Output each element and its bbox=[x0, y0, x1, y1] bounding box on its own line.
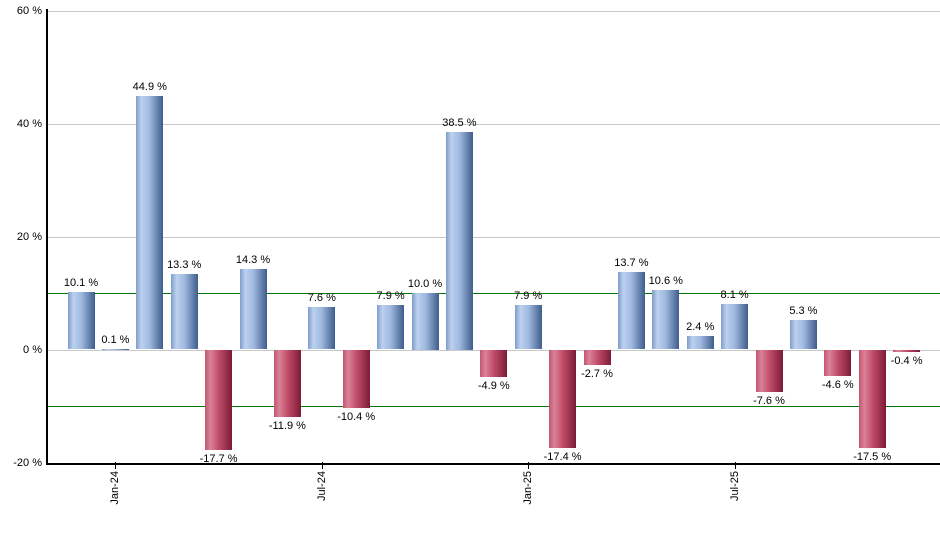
bar-value-label: -17.7 % bbox=[199, 452, 238, 465]
bar-value-label: 13.7 % bbox=[614, 257, 649, 270]
x-axis-tick-label: Jan-25 bbox=[522, 471, 534, 505]
y-axis-tick-label: -20 % bbox=[13, 457, 42, 469]
bar-Dec-25 bbox=[893, 349, 921, 352]
y-axis-tick-label: 60 % bbox=[16, 5, 42, 17]
bar-Apr-24 bbox=[205, 349, 233, 450]
x-axis-line bbox=[46, 463, 940, 465]
x-axis-tick-label: Jul-25 bbox=[729, 471, 741, 501]
bar-Jun-24 bbox=[273, 349, 301, 417]
bar-value-label: -4.6 % bbox=[821, 378, 854, 391]
bar-Aug-25 bbox=[755, 349, 783, 393]
bar-Sep-24 bbox=[377, 304, 405, 350]
bar-Jan-24 bbox=[101, 348, 129, 350]
bar-value-label: 14.3 % bbox=[235, 253, 271, 266]
bar-value-label: 7.9 % bbox=[514, 289, 543, 302]
bar-Oct-24 bbox=[411, 293, 439, 350]
bar-value-label: -4.9 % bbox=[477, 380, 510, 393]
y-axis-tick-label: 0 % bbox=[23, 344, 42, 356]
x-axis-tick-label: Jan-24 bbox=[109, 471, 121, 505]
gridline-20 bbox=[48, 237, 940, 238]
bar-value-label: -0.4 % bbox=[890, 354, 923, 367]
bar-value-label: -7.6 % bbox=[753, 395, 785, 408]
bar-May-24 bbox=[239, 268, 267, 350]
x-axis-tick bbox=[322, 462, 323, 469]
gridline-60 bbox=[48, 11, 940, 12]
bar-value-label: 10.0 % bbox=[407, 278, 443, 290]
bar-value-label: 7.6 % bbox=[307, 291, 336, 304]
bar-value-label: 5.3 % bbox=[789, 304, 818, 317]
x-axis-tick bbox=[735, 462, 736, 469]
y-axis-tick-label: 40 % bbox=[16, 118, 42, 130]
bar-value-label: 38.5 % bbox=[442, 117, 477, 129]
bar-Feb-24 bbox=[136, 95, 164, 350]
bar-value-label: 8.1 % bbox=[720, 288, 749, 301]
bar-value-label: -17.4 % bbox=[543, 450, 582, 463]
gridline-40 bbox=[48, 124, 940, 125]
bar-Dec-23 bbox=[67, 292, 95, 350]
threshold-line--10 bbox=[48, 406, 940, 407]
x-axis-tick bbox=[528, 462, 529, 469]
bar-Sep-25 bbox=[789, 319, 817, 350]
bar-Nov-24 bbox=[445, 132, 473, 350]
bar-Aug-24 bbox=[342, 349, 370, 409]
bar-Feb-25 bbox=[549, 349, 577, 448]
bar-Dec-24 bbox=[480, 349, 508, 378]
bar-value-label: 10.6 % bbox=[648, 274, 683, 287]
threshold-line-10 bbox=[48, 293, 940, 294]
bar-Mar-25 bbox=[583, 349, 611, 365]
y-axis-line bbox=[46, 9, 48, 465]
bar-Jun-25 bbox=[686, 335, 714, 350]
bar-May-25 bbox=[652, 289, 680, 350]
bar-value-label: -11.9 % bbox=[268, 419, 306, 432]
bar-value-label: 2.4 % bbox=[686, 320, 715, 333]
bar-Nov-25 bbox=[858, 349, 886, 449]
bar-value-label: 7.9 % bbox=[376, 289, 405, 302]
bar-value-label: -2.7 % bbox=[581, 367, 613, 380]
bar-value-label: 0.1 % bbox=[101, 333, 130, 346]
bar-value-label: -10.4 % bbox=[337, 411, 376, 424]
bar-Jan-25 bbox=[514, 304, 542, 350]
bar-Oct-25 bbox=[824, 349, 852, 376]
bar-value-label: 10.1 % bbox=[63, 277, 99, 290]
bar-value-label: -17.5 % bbox=[853, 451, 892, 464]
bar-Mar-24 bbox=[170, 274, 198, 350]
x-axis-tick-label: Jul-24 bbox=[316, 471, 328, 501]
bar-Apr-25 bbox=[617, 272, 645, 350]
bar-Jul-25 bbox=[721, 303, 749, 350]
bar-value-label: 13.3 % bbox=[167, 259, 202, 272]
y-axis-tick-label: 20 % bbox=[16, 231, 42, 243]
x-axis-tick bbox=[115, 462, 116, 469]
bar-value-label: 44.9 % bbox=[132, 80, 167, 93]
bar-Jul-24 bbox=[308, 306, 336, 350]
